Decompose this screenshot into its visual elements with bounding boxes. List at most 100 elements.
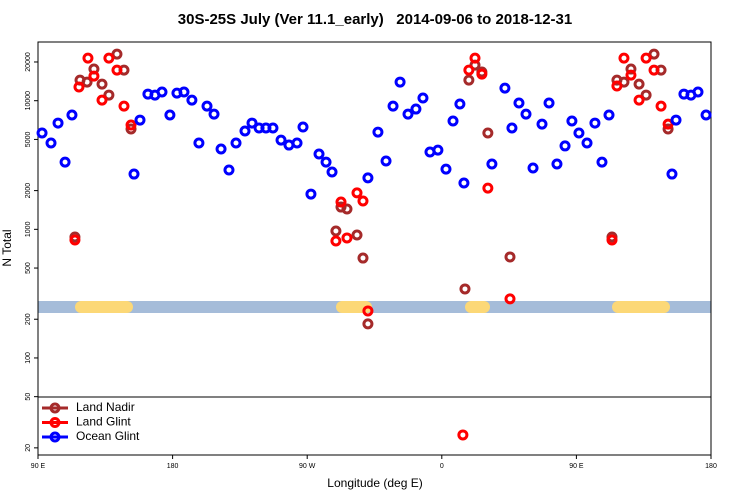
- point: [201, 100, 213, 112]
- point: [372, 126, 384, 138]
- point: [313, 148, 325, 160]
- point: [341, 232, 353, 244]
- point: [239, 125, 251, 137]
- y-tick-label: 20000: [25, 52, 32, 72]
- point: [581, 137, 593, 149]
- point: [118, 100, 130, 112]
- point: [73, 81, 85, 93]
- y-tick-label: 100: [25, 352, 32, 364]
- point: [482, 127, 494, 139]
- point: [59, 156, 71, 168]
- point: [648, 48, 660, 60]
- point: [566, 115, 578, 127]
- y-tick-label: 5000: [25, 132, 32, 148]
- point: [469, 52, 481, 64]
- point: [476, 68, 488, 80]
- point: [633, 94, 645, 106]
- point: [543, 97, 555, 109]
- point: [394, 76, 406, 88]
- point: [700, 109, 712, 121]
- point: [164, 109, 176, 121]
- point: [536, 118, 548, 130]
- point: [440, 163, 452, 175]
- point: [596, 156, 608, 168]
- point: [506, 122, 518, 134]
- point: [330, 235, 342, 247]
- point: [330, 225, 342, 237]
- point: [625, 69, 637, 81]
- point: [82, 52, 94, 64]
- surface-band: [38, 301, 711, 313]
- point: [513, 97, 525, 109]
- point: [96, 78, 108, 90]
- point: [662, 118, 674, 130]
- point: [103, 52, 115, 64]
- point: [457, 429, 469, 441]
- y-tick-label: 1000: [25, 221, 32, 237]
- legend-label: Land Nadir: [76, 400, 135, 414]
- point: [410, 103, 422, 115]
- point: [559, 140, 571, 152]
- point: [692, 86, 704, 98]
- ocean-band: [38, 301, 711, 313]
- point: [45, 137, 57, 149]
- point: [655, 100, 667, 112]
- point: [96, 94, 108, 106]
- legend-marker: [49, 417, 61, 428]
- land-band: [465, 301, 490, 313]
- point: [648, 64, 660, 76]
- point: [81, 76, 93, 88]
- y-tick-label: 10000: [25, 91, 32, 111]
- point: [111, 64, 123, 76]
- point: [66, 109, 78, 121]
- y-tick-label: 2000: [25, 183, 32, 199]
- point: [215, 143, 227, 155]
- point: [335, 196, 347, 208]
- point: [267, 122, 279, 134]
- point: [125, 119, 137, 131]
- point: [186, 94, 198, 106]
- point: [387, 100, 399, 112]
- point: [357, 252, 369, 264]
- point: [589, 117, 601, 129]
- point: [156, 86, 168, 98]
- point: [357, 195, 369, 207]
- x-tick-label: 90 E: [31, 463, 46, 470]
- x-tick-label: 90 E: [569, 463, 584, 470]
- legend-marker: [49, 402, 61, 414]
- point: [103, 89, 115, 101]
- x-tick-label: 0: [440, 463, 444, 470]
- point: [499, 82, 511, 94]
- land-band: [612, 301, 670, 313]
- point: [625, 63, 637, 75]
- point: [504, 251, 516, 263]
- point: [402, 108, 414, 120]
- point: [606, 234, 618, 246]
- point: [88, 70, 100, 82]
- point: [351, 187, 363, 199]
- point: [178, 86, 190, 98]
- series: [69, 52, 674, 441]
- point: [362, 318, 374, 330]
- point: [305, 188, 317, 200]
- point: [670, 114, 682, 126]
- point: [611, 80, 623, 92]
- x-axis-label: Longitude (deg E): [327, 476, 422, 490]
- point: [504, 293, 516, 305]
- point: [454, 98, 466, 110]
- point: [618, 52, 630, 64]
- point: [362, 172, 374, 184]
- point: [447, 115, 459, 127]
- point: [432, 144, 444, 156]
- legend-label: Land Glint: [76, 415, 131, 429]
- point: [351, 229, 363, 241]
- point: [193, 137, 205, 149]
- y-tick-label: 500: [25, 262, 32, 274]
- point: [640, 52, 652, 64]
- series: [36, 76, 712, 200]
- y-tick-label: 20: [25, 444, 32, 452]
- chart-title: 30S-25S July (Ver 11.1_early) 2014-09-06…: [178, 11, 572, 28]
- point: [125, 123, 137, 135]
- point: [527, 162, 539, 174]
